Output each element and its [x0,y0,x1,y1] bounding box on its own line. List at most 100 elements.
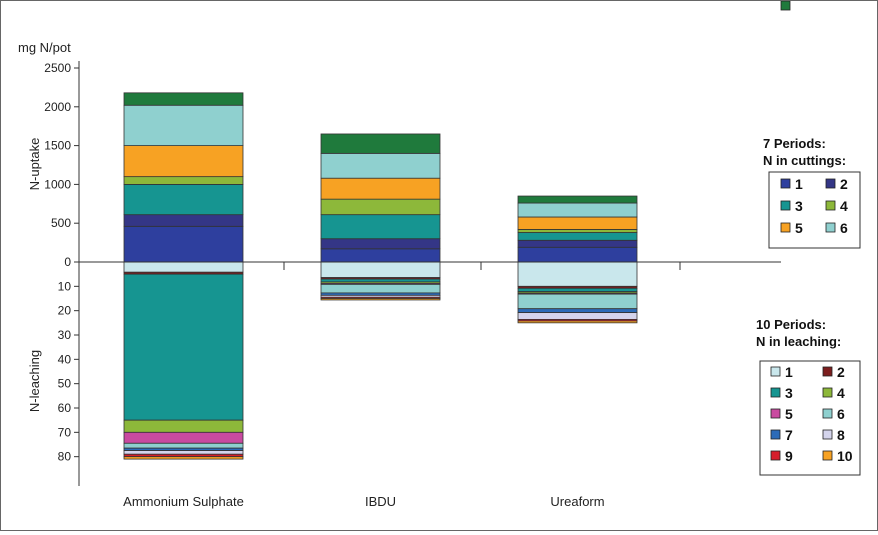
y-unit-label: mg N/pot [18,40,71,55]
legend-upper-label-5: 5 [795,220,803,236]
uptake-bar-1-period-4 [320,198,441,216]
legend-lower-swatch-10 [822,450,833,461]
lower-y-tick-label-30: 30 [58,328,72,342]
legend-upper-label-1: 1 [795,176,803,192]
uptake-bar-0-period-2 [123,214,244,227]
legend-upper-title-line1: 7 Periods: [763,136,826,151]
uptake-bar-2-period-4 [517,229,638,233]
lower-y-tick-label-20: 20 [58,304,72,318]
legend-upper-swatch-4 [825,200,836,211]
uptake-bar-2-period-5 [517,216,638,230]
legend-lower-label-2: 2 [837,364,845,380]
upper-y-tick-label-1000: 1000 [44,177,71,191]
leaching-bar-2-period-8 [517,312,638,320]
legend-upper-swatch-6 [825,222,836,233]
bars-layer [123,92,638,460]
legend-upper-title-line2: N in cuttings: [763,153,846,168]
legend-upper-swatch-5 [780,222,791,233]
leaching-bar-1-period-1 [320,261,441,278]
legend-upper-label-6: 6 [840,220,848,236]
leaching-bar-2-period-1 [517,261,638,287]
axes-layer: 0 500 1000 1500 2000 2500 10 20 30 40 50 60 70 80 Ammo… [44,61,781,509]
category-label-1: IBDU [365,494,396,509]
lower-y-tick-label-10: 10 [58,279,72,293]
leaching-bar-0-period-5 [123,431,244,444]
upper-y-tick-label-0: 0 [64,255,71,269]
upper-y-tick-label-1500: 1500 [44,139,71,153]
leaching-bar-0-period-1 [123,261,244,273]
legend-upper-label-2: 2 [840,176,848,192]
legend-lower-title-line1: 10 Periods: [756,317,826,332]
leaching-bar-0-period-10 [123,456,244,460]
legend-upper-swatch-2 [825,178,836,189]
uptake-bar-0-period-5 [123,145,244,178]
legend-lower-swatch-2 [822,366,833,377]
uptake-bar-1-period-6 [320,152,441,179]
legend-lower-swatch-8 [822,429,833,440]
lower-y-tick-label-60: 60 [58,401,72,415]
upper-axis-label: N-uptake [27,138,42,191]
legend-lower-label-3: 3 [785,385,793,401]
uptake-bar-1-period-3 [320,214,441,240]
legend-lower-label-9: 9 [785,448,793,464]
category-label-2: Ureaform [550,494,604,509]
legend-lower-swatch-7 [770,429,781,440]
legend-upper: 7 Periods: N in cuttings: 1 2 3 4 5 6 7 [763,0,861,249]
legend-lower: 10 Periods: N in leaching: 1 2 3 4 5 6 7 8 9 10 [756,317,861,476]
labels-layer: mg N/pot N-uptake N-leaching [18,40,71,412]
uptake-bar-2-period-6 [517,202,638,218]
leaching-bar-2-period-6 [517,293,638,310]
lower-y-tick-label-70: 70 [58,425,72,439]
legend-lower-label-1: 1 [785,364,793,380]
leaching-bar-1-period-10 [320,298,441,301]
legend-lower-label-7: 7 [785,427,793,443]
uptake-bar-1-period-2 [320,238,441,250]
upper-y-tick-label-2500: 2500 [44,61,71,75]
uptake-bar-2-period-2 [517,239,638,248]
leaching-bar-2-period-3 [517,287,638,293]
uptake-bar-0-period-6 [123,104,244,147]
leaching-bar-1-period-3 [320,278,441,283]
legend-upper-label-7: 7 [795,1,803,4]
leaching-bar-0-period-8 [123,450,244,455]
legend-lower-label-8: 8 [837,427,845,443]
leaching-bar-1-period-6 [320,283,441,294]
lower-y-tick-label-40: 40 [58,352,72,366]
legend-lower-title-line2: N in leaching: [756,334,841,349]
leaching-bar-0-period-6 [123,442,244,449]
legend-upper-swatch-7 [780,0,791,11]
leaching-bar-2-period-10 [517,320,638,324]
uptake-bar-0-period-3 [123,183,244,216]
legend-lower-label-4: 4 [837,385,845,401]
legend-lower-swatch-3 [770,387,781,398]
uptake-bar-2-period-3 [517,232,638,241]
leaching-bar-0-period-3 [123,273,244,421]
uptake-bar-2-period-7 [517,195,638,204]
legend-lower-label-5: 5 [785,406,793,422]
leaching-bar-2-period-7 [517,308,638,314]
uptake-bar-0-period-1 [123,225,244,263]
lower-y-tick-label-80: 80 [58,450,72,464]
uptake-bar-1-period-1 [320,248,441,263]
lower-y-tick-label-50: 50 [58,377,72,391]
uptake-bar-0-period-4 [123,176,244,185]
lower-axis-label: N-leaching [27,350,42,412]
uptake-bar-1-period-5 [320,177,441,200]
legend-lower-label-10: 10 [837,448,853,464]
upper-y-tick-label-500: 500 [51,216,71,230]
category-label-0: Ammonium Sulphate [123,494,244,509]
legend-upper-label-4: 4 [840,198,848,214]
legend-lower-swatch-5 [770,408,781,419]
legend-upper-swatch-1 [780,178,791,189]
legend-lower-swatch-9 [770,450,781,461]
legend-lower-swatch-1 [770,366,781,377]
legend-upper-label-3: 3 [795,198,803,214]
legend-lower-swatch-6 [822,408,833,419]
legend-upper-swatch-3 [780,200,791,211]
legend-lower-swatch-4 [822,387,833,398]
upper-y-tick-label-2000: 2000 [44,100,71,114]
uptake-bar-1-period-7 [320,133,441,154]
uptake-bar-0-period-7 [123,92,244,106]
